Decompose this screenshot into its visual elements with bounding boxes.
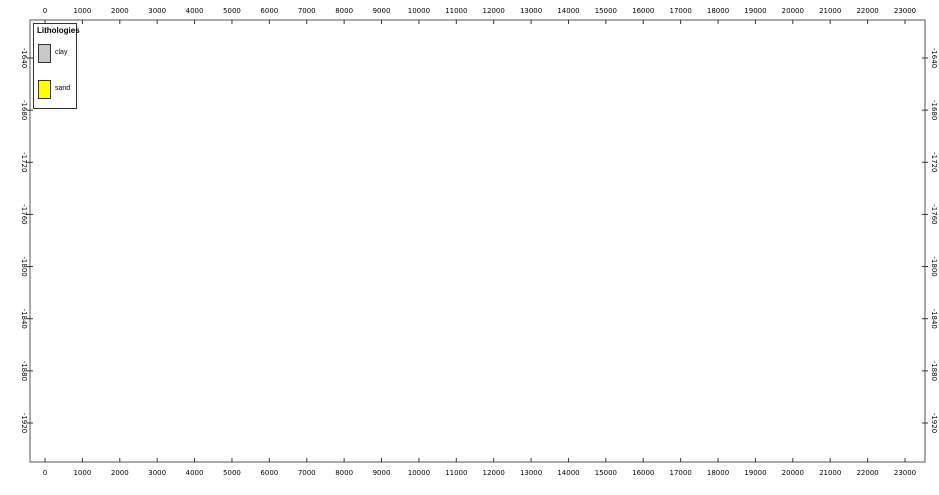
x-tick-label: 15000 bbox=[595, 7, 617, 15]
x-tick-label: 15000 bbox=[595, 469, 617, 477]
x-tick-label: 10000 bbox=[408, 469, 430, 477]
x-tick-label: 4000 bbox=[186, 469, 204, 477]
y-tick-label: -1640 bbox=[930, 48, 938, 68]
x-tick-label: 14000 bbox=[557, 7, 579, 15]
x-tick-label: 7000 bbox=[298, 469, 316, 477]
x-tick-label: 21000 bbox=[819, 7, 841, 15]
x-tick-label: 16000 bbox=[632, 469, 654, 477]
x-tick-label: 20000 bbox=[782, 7, 804, 15]
y-tick-label: -1800 bbox=[930, 256, 938, 276]
x-tick-label: 0 bbox=[43, 469, 47, 477]
x-tick-label: 9000 bbox=[373, 469, 391, 477]
x-tick-label: 3000 bbox=[148, 7, 166, 15]
y-tick-label: -1920 bbox=[930, 413, 938, 433]
x-tick-label: 7000 bbox=[298, 7, 316, 15]
x-tick-label: 5000 bbox=[223, 469, 241, 477]
y-tick-label: -1880 bbox=[930, 361, 938, 381]
x-tick-label: 18000 bbox=[707, 469, 729, 477]
y-tick-label: -1840 bbox=[930, 309, 938, 329]
x-tick-label: 23000 bbox=[894, 469, 916, 477]
legend-label-clay: clay bbox=[55, 49, 68, 56]
x-tick-label: 4000 bbox=[186, 7, 204, 15]
x-tick-label: 2000 bbox=[111, 469, 129, 477]
y-tick-label: -1720 bbox=[20, 152, 28, 172]
x-axis-bottom: 0 1000 2000 3000 4000 5000 6000 7000 8000 9000 100… bbox=[43, 458, 916, 477]
x-tick-label: 11000 bbox=[445, 7, 467, 15]
y-tick-label: -1680 bbox=[930, 100, 938, 120]
y-axis-left: -1640 -1680 -1720 -1760 -1800 -1840 -1880 -1920 bbox=[20, 48, 33, 433]
x-tick-label: 12000 bbox=[483, 469, 505, 477]
x-tick-label: 17000 bbox=[670, 7, 692, 15]
y-tick-label: -1680 bbox=[20, 100, 28, 120]
x-tick-label: 6000 bbox=[260, 7, 278, 15]
x-tick-label: 23000 bbox=[894, 7, 916, 15]
y-tick-label: -1640 bbox=[20, 48, 28, 68]
legend-title: Lithologies bbox=[37, 26, 80, 35]
y-tick-label: -1920 bbox=[20, 413, 28, 433]
x-tick-label: 22000 bbox=[856, 469, 878, 477]
x-tick-label: 5000 bbox=[223, 7, 241, 15]
y-tick-label: -1760 bbox=[930, 204, 938, 224]
x-tick-label: 18000 bbox=[707, 7, 729, 15]
y-tick-label: -1840 bbox=[20, 309, 28, 329]
x-tick-label: 13000 bbox=[520, 469, 542, 477]
x-tick-label: 8000 bbox=[335, 7, 353, 15]
x-tick-label: 14000 bbox=[557, 469, 579, 477]
x-tick-label: 11000 bbox=[445, 469, 467, 477]
x-tick-label: 1000 bbox=[73, 469, 91, 477]
lithology-legend: Lithologies clay sand bbox=[33, 23, 80, 109]
y-tick-label: -1720 bbox=[930, 152, 938, 172]
legend-swatch-clay bbox=[38, 44, 51, 63]
x-tick-label: 8000 bbox=[335, 469, 353, 477]
plot-frame bbox=[29, 19, 926, 463]
x-tick-label: 0 bbox=[43, 7, 47, 15]
x-tick-label: 16000 bbox=[632, 7, 654, 15]
y-tick-label: -1880 bbox=[20, 361, 28, 381]
x-tick-label: 1000 bbox=[73, 7, 91, 15]
x-tick-label: 3000 bbox=[148, 469, 166, 477]
x-axis-top: 0 1000 2000 3000 4000 5000 6000 7000 8000 9000 100… bbox=[43, 7, 916, 24]
legend-swatch-sand bbox=[38, 80, 51, 99]
x-tick-label: 9000 bbox=[373, 7, 391, 15]
x-tick-label: 21000 bbox=[819, 469, 841, 477]
x-tick-label: 17000 bbox=[670, 469, 692, 477]
x-tick-label: 10000 bbox=[408, 7, 430, 15]
legend-label-sand: sand bbox=[55, 85, 71, 92]
x-tick-label: 2000 bbox=[111, 7, 129, 15]
x-tick-label: 6000 bbox=[260, 469, 278, 477]
x-tick-label: 19000 bbox=[744, 469, 766, 477]
x-tick-label: 12000 bbox=[483, 7, 505, 15]
y-tick-label: -1760 bbox=[20, 204, 28, 224]
x-tick-label: 22000 bbox=[856, 7, 878, 15]
x-tick-label: 20000 bbox=[782, 469, 804, 477]
x-tick-label: 19000 bbox=[744, 7, 766, 15]
y-tick-label: -1800 bbox=[20, 256, 28, 276]
y-axis-right: -1640 -1680 -1720 -1760 -1800 -1840 -1880 -1920 bbox=[922, 48, 938, 433]
x-tick-label: 13000 bbox=[520, 7, 542, 15]
